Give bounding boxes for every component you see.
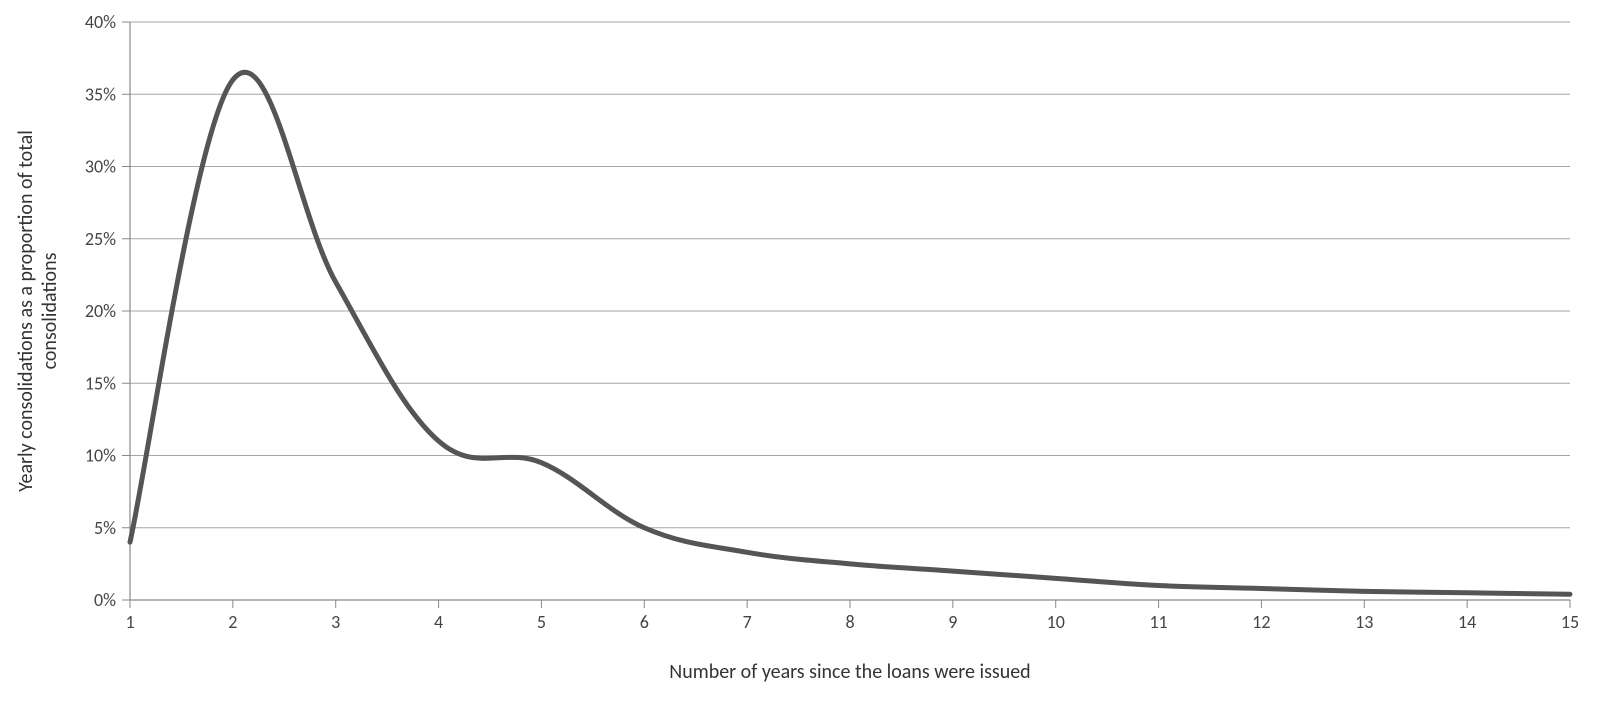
x-tick-label: 9: [948, 611, 957, 633]
x-axis-title: Number of years since the loans were iss…: [669, 660, 1030, 684]
y-tick-label: 0%: [94, 589, 116, 611]
y-tick-label: 10%: [85, 445, 116, 467]
x-tick-label: 12: [1252, 611, 1270, 633]
y-tick-label: 40%: [85, 11, 116, 33]
x-tick-label: 13: [1355, 611, 1373, 633]
y-tick-label: 35%: [85, 83, 116, 105]
x-tick-label: 1: [125, 611, 134, 633]
y-tick-label: 25%: [85, 228, 116, 250]
x-tick-label: 15: [1561, 611, 1579, 633]
x-tick-label: 4: [434, 611, 443, 633]
y-tick-label: 30%: [85, 156, 116, 178]
x-tick-label: 11: [1149, 611, 1167, 633]
x-tick-label: 5: [537, 611, 546, 633]
y-tick-label: 5%: [94, 517, 116, 539]
chart-svg: 0%5%10%15%20%25%30%35%40%123456789101112…: [0, 0, 1598, 728]
x-tick-label: 2: [228, 611, 237, 633]
x-tick-label: 10: [1047, 611, 1065, 633]
x-tick-label: 7: [743, 611, 752, 633]
y-tick-label: 15%: [85, 372, 116, 394]
consolidation-chart: 0%5%10%15%20%25%30%35%40%123456789101112…: [0, 0, 1598, 728]
x-tick-label: 14: [1458, 611, 1476, 633]
x-tick-label: 3: [331, 611, 340, 633]
y-tick-label: 20%: [85, 300, 116, 322]
x-tick-label: 6: [640, 611, 649, 633]
x-tick-label: 8: [845, 611, 854, 633]
